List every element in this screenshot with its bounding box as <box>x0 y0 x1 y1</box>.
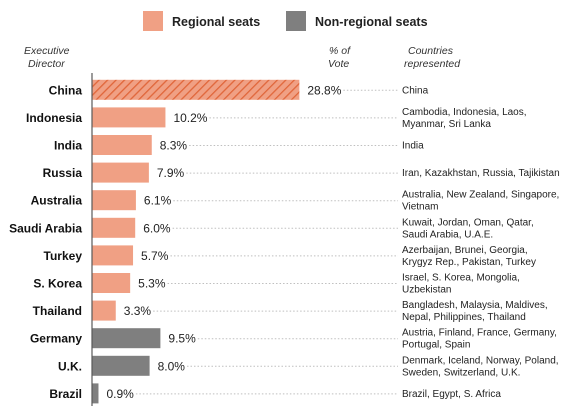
value-label-saudi-arabia: 6.0% <box>143 221 171 235</box>
value-label-s-korea: 5.3% <box>138 277 166 291</box>
bar-u-k <box>92 355 150 376</box>
category-label-china: China <box>49 83 83 97</box>
value-label-australia: 6.1% <box>144 194 172 208</box>
category-label-turkey: Turkey <box>44 249 83 263</box>
value-label-germany: 9.5% <box>168 332 196 346</box>
countries-australia: Australia, New Zealand, Singapore, <box>402 190 559 201</box>
category-label-saudi-arabia: Saudi Arabia <box>9 221 82 235</box>
bar-russia <box>92 162 149 183</box>
bar-germany <box>92 328 161 349</box>
countries-s-korea: Israel, S. Korea, Mongolia, <box>402 273 520 284</box>
value-label-brazil: 0.9% <box>106 387 134 401</box>
bar-indonesia <box>92 107 166 128</box>
column-headers: Executive Director % of Vote Countries r… <box>24 45 461 70</box>
header-vote-pct: % of <box>329 45 351 57</box>
category-label-germany: Germany <box>30 332 82 346</box>
value-label-india: 8.3% <box>160 139 188 153</box>
countries-germany: Austria, Finland, France, Germany, <box>402 328 557 339</box>
countries-indonesia: Cambodia, Indonesia, Laos, <box>402 107 527 118</box>
legend-nonregional-swatch <box>286 11 306 31</box>
header-director: Director <box>28 58 65 70</box>
bar-thailand <box>92 300 116 321</box>
bar-saudi-arabia <box>92 217 136 238</box>
bar-rows: China 28.8% China Indonesia 10.2% Cambodia, I… <box>9 79 560 404</box>
countries-brazil: Brazil, Egypt, S. Africa <box>402 389 501 400</box>
bar-s-korea <box>92 273 131 293</box>
category-label-u-k: U.K. <box>58 359 82 373</box>
category-label-thailand: Thailand <box>33 304 82 318</box>
countries-u-k: Denmark, Iceland, Norway, Poland, <box>402 355 559 366</box>
countries-u-k: Sweden, Switzerland, U.K. <box>402 367 520 378</box>
countries-germany: Portugal, Spain <box>402 340 470 351</box>
bar-china <box>92 79 300 100</box>
legend-regional-swatch <box>143 11 163 31</box>
legend: Regional seats Non-regional seats <box>143 11 428 31</box>
bar-brazil <box>92 383 99 404</box>
category-label-india: India <box>54 139 82 153</box>
header-countries: Countries <box>408 45 454 57</box>
countries-s-korea: Uzbekistan <box>402 285 451 296</box>
header-represented: represented <box>404 58 461 70</box>
value-label-turkey: 5.7% <box>141 249 169 263</box>
header-vote: Vote <box>328 58 349 70</box>
value-label-russia: 7.9% <box>157 166 185 180</box>
category-label-brazil: Brazil <box>49 387 82 401</box>
countries-indonesia: Myanmar, Sri Lanka <box>402 119 491 130</box>
countries-china: China <box>402 85 429 96</box>
countries-india: India <box>402 141 424 152</box>
category-label-s-korea: S. Korea <box>33 277 82 291</box>
countries-thailand: Bangladesh, Malaysia, Maldives, <box>402 300 548 311</box>
value-label-thailand: 3.3% <box>124 304 152 318</box>
value-label-u-k: 8.0% <box>158 359 186 373</box>
header-executive: Executive <box>24 45 70 57</box>
countries-saudi-arabia: Saudi Arabia, U.A.E. <box>402 229 493 240</box>
category-label-australia: Australia <box>31 194 83 208</box>
bar-india <box>92 135 152 155</box>
countries-saudi-arabia: Kuwait, Jordan, Oman, Qatar, <box>402 217 534 228</box>
category-label-indonesia: Indonesia <box>26 111 82 125</box>
countries-turkey: Azerbaijan, Brunei, Georgia, <box>402 245 528 256</box>
countries-thailand: Nepal, Philippines, Thailand <box>402 312 526 323</box>
bar-australia <box>92 190 136 211</box>
countries-turkey: Krygyz Rep., Pakistan, Turkey <box>402 257 536 268</box>
bar-turkey <box>92 245 134 266</box>
countries-russia: Iran, Kazakhstan, Russia, Tajikistan <box>402 168 560 179</box>
legend-nonregional-label: Non-regional seats <box>315 15 428 29</box>
countries-australia: Vietnam <box>402 202 439 213</box>
value-label-china: 28.8% <box>307 83 341 97</box>
category-label-russia: Russia <box>43 166 83 180</box>
value-label-indonesia: 10.2% <box>173 111 207 125</box>
legend-regional-label: Regional seats <box>172 15 260 29</box>
